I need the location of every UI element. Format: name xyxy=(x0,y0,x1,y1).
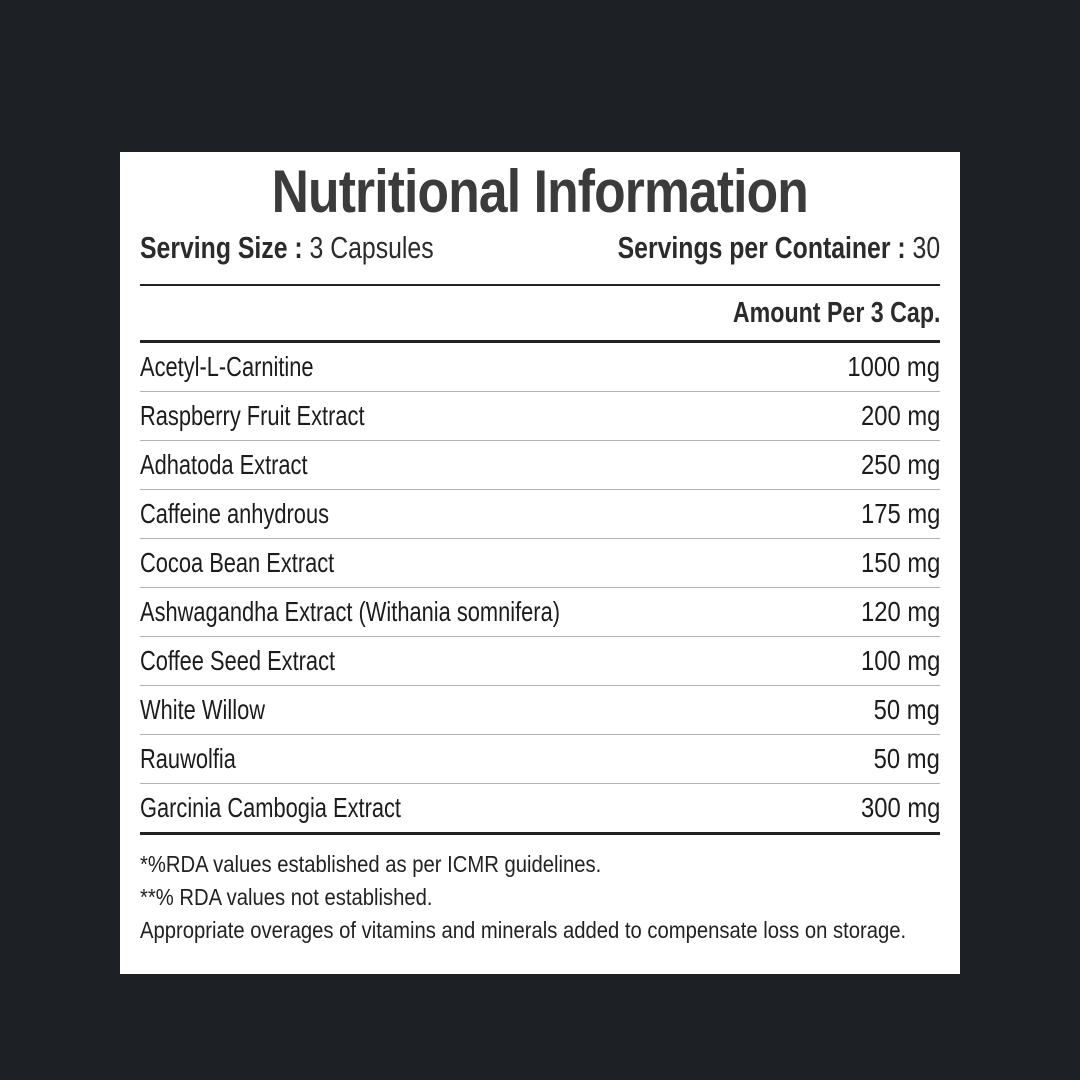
footnote-rda-established: *%RDA values established as per ICMR gui… xyxy=(140,851,602,877)
ingredient-amount: 1000 mg xyxy=(847,351,940,382)
servings-per-container: Servings per Container : 30 xyxy=(617,228,940,268)
ingredient-name: White Willow xyxy=(140,694,265,725)
ingredient-name: Cocoa Bean Extract xyxy=(140,547,335,578)
ingredient-row: White Willow 50 mg xyxy=(140,686,940,735)
ingredient-name: Rauwolfia xyxy=(140,743,236,774)
ingredient-row: Cocoa Bean Extract 150 mg xyxy=(140,539,940,588)
ingredient-amount: 50 mg xyxy=(873,743,940,774)
nutrition-facts-panel: Nutritional Information Serving Size : 3… xyxy=(120,152,960,974)
ingredient-amount: 150 mg xyxy=(860,547,940,578)
ingredient-amount: 50 mg xyxy=(873,694,940,725)
ingredient-amount: 175 mg xyxy=(860,498,940,529)
divider-under-header xyxy=(140,340,940,343)
ingredient-amount: 200 mg xyxy=(860,400,940,431)
footnote-overages: Appropriate overages of vitamins and min… xyxy=(140,917,907,943)
ingredient-row: Coffee Seed Extract 100 mg xyxy=(140,637,940,686)
amount-header-label: Amount Per 3 Cap. xyxy=(732,297,940,329)
ingredient-name: Coffee Seed Extract xyxy=(140,645,336,676)
footnote-rda-not-established: **% RDA values not established. xyxy=(140,884,433,910)
ingredient-row: Raspberry Fruit Extract 200 mg xyxy=(140,392,940,441)
ingredient-name: Ashwagandha Extract (Withania somnifera) xyxy=(140,596,561,627)
serving-size: Serving Size : 3 Capsules xyxy=(140,228,434,268)
ingredient-name: Raspberry Fruit Extract xyxy=(140,400,365,431)
amount-header-row: Amount Per 3 Cap. xyxy=(140,286,940,340)
ingredient-row: Acetyl-L-Carnitine 1000 mg xyxy=(140,343,940,392)
servings-per-container-value: 30 xyxy=(912,230,940,265)
ingredient-row: Caffeine anhydrous 175 mg xyxy=(140,490,940,539)
ingredient-name: Garcinia Cambogia Extract xyxy=(140,792,401,823)
ingredient-name: Adhatoda Extract xyxy=(140,449,308,480)
serving-size-label: Serving Size : xyxy=(140,230,303,265)
servings-per-container-label: Servings per Container : xyxy=(617,230,906,265)
panel-title-text: Nutritional Information xyxy=(271,158,809,225)
divider-under-serving xyxy=(140,284,940,286)
ingredient-table: Acetyl-L-Carnitine 1000 mg Raspberry Fru… xyxy=(140,343,940,835)
serving-size-value: 3 Capsules xyxy=(309,230,434,265)
serving-info-row: Serving Size : 3 Capsules Servings per C… xyxy=(140,228,940,268)
ingredient-amount: 120 mg xyxy=(860,596,940,627)
ingredient-row: Rauwolfia 50 mg xyxy=(140,735,940,784)
ingredient-amount: 250 mg xyxy=(860,449,940,480)
ingredient-row: Ashwagandha Extract (Withania somnifera)… xyxy=(140,588,940,637)
ingredient-name: Acetyl-L-Carnitine xyxy=(140,351,314,382)
ingredient-amount: 100 mg xyxy=(860,645,940,676)
footnotes: *%RDA values established as per ICMR gui… xyxy=(140,851,940,950)
ingredient-row: Adhatoda Extract 250 mg xyxy=(140,441,940,490)
ingredient-amount: 300 mg xyxy=(860,792,940,823)
ingredient-name: Caffeine anhydrous xyxy=(140,498,330,529)
ingredient-row: Garcinia Cambogia Extract 300 mg xyxy=(140,784,940,835)
panel-title: Nutritional Information xyxy=(140,158,940,226)
